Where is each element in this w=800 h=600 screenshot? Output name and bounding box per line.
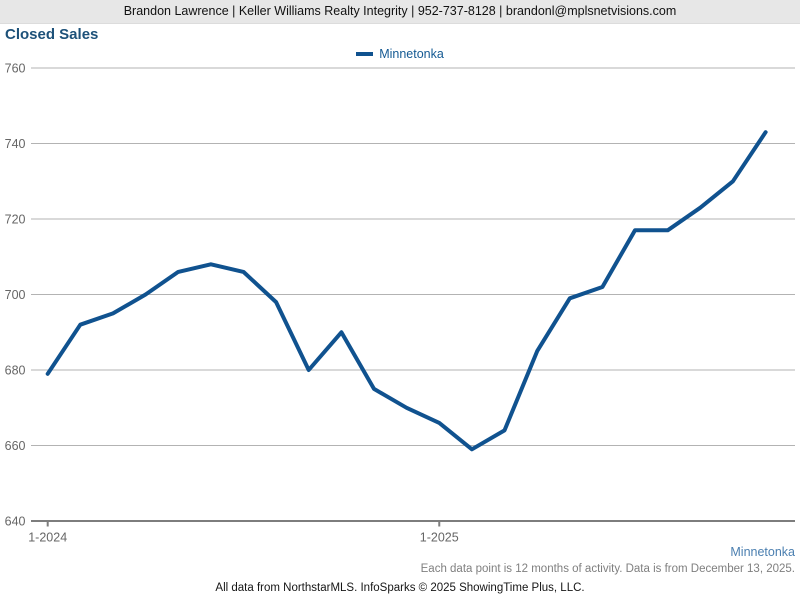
y-axis-tick-label: 640 (5, 515, 26, 529)
contact-header: Brandon Lawrence | Keller Williams Realt… (0, 0, 800, 24)
y-axis-tick-label: 760 (5, 62, 26, 76)
y-axis-tick-label: 660 (5, 439, 26, 453)
bottom-series-label: Minnetonka (730, 545, 795, 559)
legend-series-label: Minnetonka (379, 47, 444, 61)
y-axis-tick-label: 680 (5, 364, 26, 378)
legend-line-swatch (356, 52, 374, 56)
x-axis-tick-label: 1-2025 (420, 531, 459, 545)
y-axis-tick-label: 720 (5, 213, 26, 227)
attribution-text: All data from NorthstarMLS. InfoSparks ©… (215, 582, 585, 594)
y-axis-tick-label: 700 (5, 288, 26, 302)
page-title: Closed Sales (5, 26, 99, 43)
y-axis-tick-label: 740 (5, 137, 26, 151)
x-axis-tick-label: 1-2024 (28, 531, 67, 545)
chart-legend: Minnetonka (0, 46, 800, 62)
series-line-minnetonka (45, 130, 768, 452)
contact-header-text: Brandon Lawrence | Keller Williams Realt… (123, 4, 677, 18)
data-note: Each data point is 12 months of activity… (420, 563, 795, 575)
